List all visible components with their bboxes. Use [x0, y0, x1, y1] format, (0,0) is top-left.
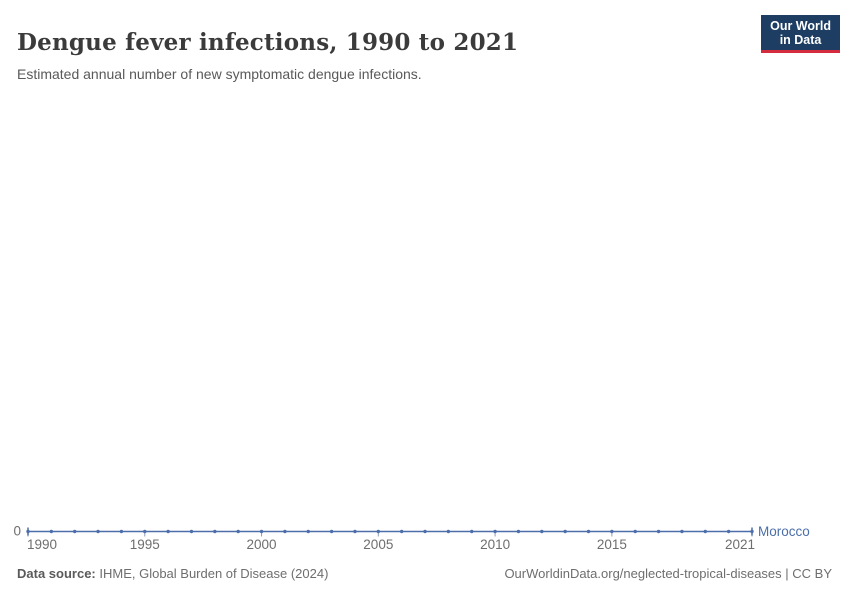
data-point[interactable] — [446, 529, 451, 534]
data-point[interactable] — [119, 529, 124, 534]
data-point[interactable] — [540, 529, 544, 534]
data-source-note: Data source: IHME, Global Burden of Dise… — [17, 566, 328, 582]
data-point[interactable] — [633, 529, 637, 534]
x-axis-label: 2010 — [480, 537, 510, 552]
data-point[interactable] — [586, 529, 591, 534]
data-point[interactable] — [236, 529, 240, 534]
data-point[interactable] — [73, 529, 77, 534]
owid-logo-line2: in Data — [779, 33, 822, 47]
x-axis-label: 1990 — [27, 537, 57, 552]
x-axis-label: 2000 — [247, 537, 277, 552]
x-axis-label: 1995 — [130, 537, 160, 552]
chart-subtitle: Estimated annual number of new symptomat… — [17, 66, 422, 82]
chart-title: Dengue fever infections, 1990 to 2021 — [17, 29, 519, 57]
data-point[interactable] — [49, 529, 54, 534]
data-point[interactable] — [423, 529, 427, 534]
x-axis-label: 2021 — [725, 537, 755, 552]
data-point[interactable] — [143, 529, 147, 534]
data-point[interactable] — [376, 529, 381, 534]
data-point[interactable] — [306, 529, 310, 534]
data-point[interactable] — [563, 529, 567, 534]
data-point[interactable] — [166, 529, 170, 534]
data-point[interactable] — [470, 529, 474, 534]
owid-logo-line1: Our World — [770, 19, 831, 33]
data-point[interactable] — [726, 529, 731, 534]
data-source-label: Data source: — [17, 566, 96, 581]
data-point[interactable] — [353, 529, 357, 534]
data-point[interactable] — [610, 529, 614, 534]
attribution-note: OurWorldinData.org/neglected-tropical-di… — [504, 566, 832, 581]
data-point[interactable] — [329, 529, 334, 534]
owid-logo: Our World in Data — [761, 15, 840, 53]
data-point[interactable] — [189, 529, 194, 534]
data-point[interactable] — [680, 529, 684, 534]
data-point[interactable] — [96, 529, 100, 534]
x-axis-label: 2005 — [363, 537, 393, 552]
data-point[interactable] — [493, 529, 497, 534]
data-point[interactable] — [656, 529, 661, 534]
data-point[interactable] — [213, 529, 217, 534]
data-point[interactable] — [259, 529, 264, 534]
data-point[interactable] — [516, 529, 521, 534]
entity-label[interactable]: Morocco — [758, 524, 810, 539]
data-point[interactable] — [703, 529, 707, 534]
data-point[interactable] — [283, 529, 287, 534]
x-axis-label: 2015 — [597, 537, 627, 552]
data-point[interactable] — [399, 529, 404, 534]
data-source-text: IHME, Global Burden of Disease (2024) — [95, 566, 329, 581]
y-axis-label: 0 — [13, 524, 21, 539]
